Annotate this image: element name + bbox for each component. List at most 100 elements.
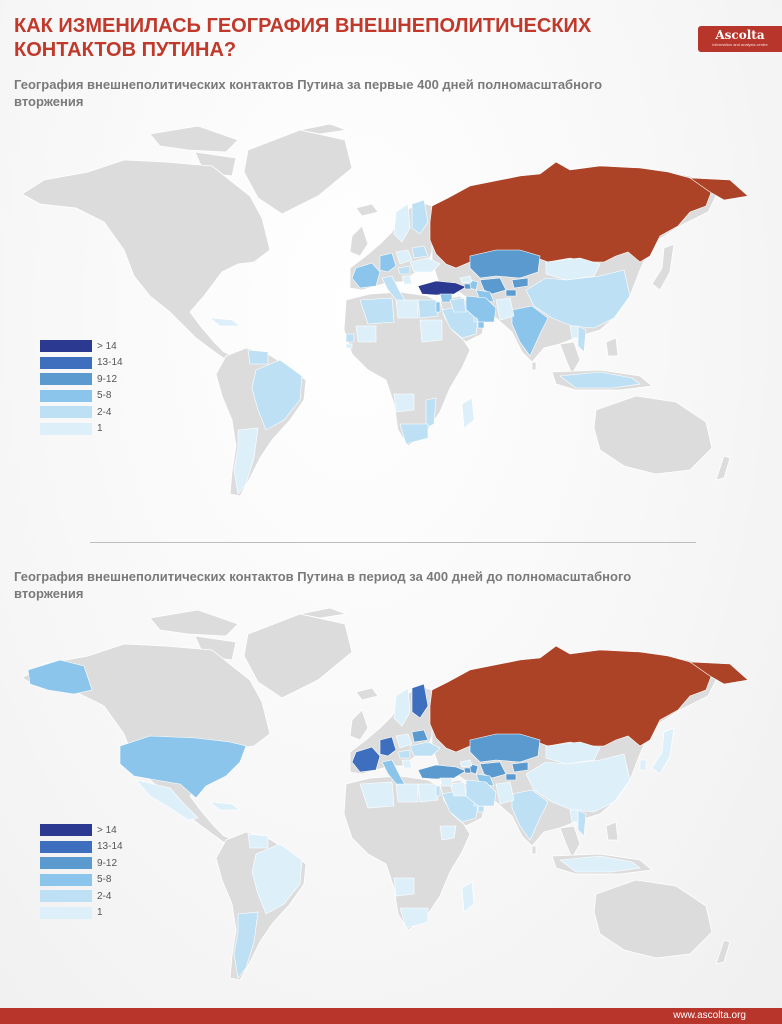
country-france[interactable] (351, 746, 381, 773)
country-china[interactable] (525, 753, 631, 813)
country-vietnam[interactable] (577, 325, 587, 353)
country-china[interactable] (525, 269, 631, 329)
country-senegal[interactable] (345, 333, 355, 343)
country-tajikistan[interactable] (505, 773, 517, 781)
country-serbia[interactable] (401, 759, 413, 769)
country-chukotka[interactable] (688, 177, 749, 201)
country-angola[interactable] (393, 393, 415, 413)
country-iraq[interactable] (449, 781, 467, 797)
legend-item: 2-4 (40, 888, 160, 905)
country-russia[interactable] (429, 161, 713, 269)
country-belarus[interactable] (411, 245, 429, 259)
country-kyrgyzstan[interactable] (511, 277, 529, 289)
country-belarus[interactable] (411, 729, 429, 743)
country-south-africa[interactable] (399, 423, 429, 445)
country-ethiopia[interactable] (439, 825, 457, 841)
footer-url[interactable]: www.ascolta.org (673, 1010, 746, 1021)
country-south-korea[interactable] (639, 759, 647, 771)
ascolta-logo[interactable]: Ascolta information and analysis centre (698, 26, 782, 52)
country-georgia[interactable] (459, 275, 473, 284)
country-venezuela[interactable] (247, 349, 269, 365)
legend-label: 13-14 (97, 357, 123, 369)
country-sudan[interactable] (419, 319, 443, 343)
country-argentina[interactable] (233, 911, 259, 979)
country-kazakhstan[interactable] (469, 733, 541, 763)
country-vietnam[interactable] (577, 809, 587, 837)
country-israel[interactable] (435, 785, 441, 797)
country-laos[interactable] (569, 809, 579, 823)
country-tajikistan[interactable] (505, 289, 517, 297)
country-pakistan[interactable] (495, 297, 515, 321)
country-uae[interactable] (477, 321, 485, 329)
country-kyrgyzstan[interactable] (511, 761, 529, 773)
country-ukraine[interactable] (409, 257, 441, 273)
country-mali[interactable] (355, 325, 377, 343)
country-uae[interactable] (477, 805, 485, 813)
country-turkey[interactable] (417, 280, 467, 296)
country-france[interactable] (351, 262, 381, 289)
country-turkey[interactable] (417, 764, 467, 780)
country-sweden[interactable] (393, 687, 411, 727)
country-uzbekistan[interactable] (479, 761, 507, 779)
country-south-africa[interactable] (399, 907, 429, 929)
country-libya[interactable] (395, 299, 419, 319)
country-angola[interactable] (393, 877, 415, 897)
country-armenia[interactable] (463, 767, 472, 774)
legend-label: 1 (97, 423, 103, 435)
country-mexico[interactable] (135, 779, 199, 821)
country-cuba[interactable] (209, 317, 241, 327)
country-germany[interactable] (379, 252, 397, 273)
country-algeria[interactable] (359, 297, 395, 325)
country-iraq[interactable] (449, 297, 467, 313)
country-indonesia[interactable] (559, 855, 641, 873)
country-chukotka[interactable] (688, 661, 749, 685)
country-uzbekistan[interactable] (479, 277, 507, 295)
country-egypt[interactable] (417, 783, 439, 803)
country-finland[interactable] (411, 683, 429, 719)
country-algeria[interactable] (359, 781, 395, 809)
country-syria[interactable] (439, 777, 453, 787)
country-laos[interactable] (569, 325, 579, 339)
country-ukraine[interactable] (409, 741, 441, 757)
country-qatar[interactable] (473, 317, 478, 323)
country-egypt[interactable] (417, 299, 439, 319)
country-poland[interactable] (395, 733, 413, 749)
country-russia[interactable] (429, 645, 713, 753)
legend-swatch (40, 890, 92, 903)
country-cuba[interactable] (209, 801, 241, 811)
country-madagascar[interactable] (461, 397, 475, 429)
country-finland[interactable] (411, 199, 429, 235)
country-hungary[interactable] (397, 749, 411, 759)
section-divider (90, 542, 696, 543)
country-venezuela[interactable] (247, 833, 269, 849)
country-guinea-bissau[interactable] (345, 343, 353, 349)
country-indonesia[interactable] (559, 371, 641, 389)
legend-item: 13-14 (40, 839, 160, 856)
legend-swatch (40, 906, 92, 919)
country-mozambique[interactable] (425, 397, 437, 429)
country-kazakhstan[interactable] (469, 249, 541, 279)
country-usa[interactable] (119, 735, 247, 799)
country-poland[interactable] (395, 249, 413, 265)
country-armenia[interactable] (463, 283, 472, 290)
country-georgia[interactable] (459, 759, 473, 768)
country-argentina[interactable] (233, 427, 259, 495)
country-israel[interactable] (435, 301, 441, 313)
country-brazil[interactable] (251, 359, 303, 431)
country-serbia[interactable] (401, 275, 413, 285)
country-hungary[interactable] (397, 265, 411, 275)
country-mongolia[interactable] (545, 741, 601, 765)
legend-swatch (40, 840, 92, 853)
country-libya[interactable] (395, 783, 419, 803)
country-india[interactable] (511, 305, 549, 357)
country-brazil[interactable] (251, 843, 303, 915)
country-japan[interactable] (651, 727, 675, 775)
country-madagascar[interactable] (461, 881, 475, 913)
country-india[interactable] (511, 789, 549, 841)
country-pakistan[interactable] (495, 781, 515, 805)
world-map-after (21, 123, 749, 497)
country-mongolia[interactable] (545, 257, 601, 281)
country-germany[interactable] (379, 736, 397, 757)
country-alaska[interactable] (27, 659, 93, 695)
country-sweden[interactable] (393, 203, 411, 243)
